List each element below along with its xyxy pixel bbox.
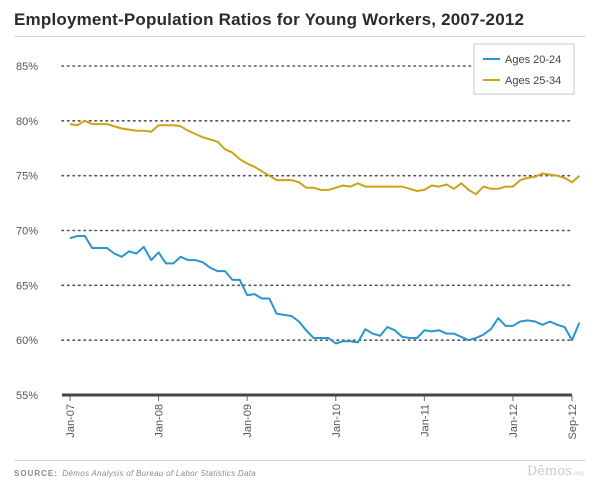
y-tick-label: 80%	[16, 116, 38, 128]
title-divider	[14, 36, 586, 37]
x-tick-label: Jan-07	[65, 404, 77, 438]
series-line	[69, 119, 581, 196]
gridlines	[61, 65, 573, 397]
y-tick-labels: 55% 60% 65% 70% 75% 80% 85%	[16, 61, 38, 402]
x-tick-label: Sep-12	[567, 404, 579, 439]
source-label: SOURCE:	[14, 469, 58, 478]
x-tick-labels: Jan-07 Jan-08 Jan-09 Jan-10 Jan-11 Jan-12 Sep-…	[65, 404, 579, 439]
chart-title: Employment-Population Ratios for Young W…	[14, 10, 525, 29]
series-line	[69, 235, 581, 345]
y-tick-label: 75%	[16, 171, 38, 183]
x-tick-label: Jan-11	[419, 404, 431, 437]
y-tick-label: 65%	[16, 280, 38, 292]
y-tick-label: 55%	[16, 390, 38, 402]
brand-logo: Dēmos.org	[527, 464, 584, 479]
footer-divider	[14, 460, 586, 461]
legend-label: Ages 20-24	[505, 54, 561, 66]
x-tick-label: Jan-12	[508, 404, 520, 438]
legend-label: Ages 25-34	[505, 75, 561, 87]
series-lines	[69, 119, 581, 345]
source-note: SOURCE: Dēmos Analysis of Bureau of Labo…	[14, 469, 256, 478]
x-tick-label: Jan-10	[331, 404, 343, 438]
brand-name: Dēmos	[526, 464, 572, 479]
x-tick-marks	[69, 396, 573, 401]
y-tick-label: 60%	[16, 335, 38, 347]
y-tick-label: 70%	[16, 226, 38, 238]
y-tick-label: 85%	[16, 61, 38, 73]
x-tick-label: Jan-09	[242, 404, 254, 438]
brand-suffix: .org	[571, 470, 584, 477]
source-text: Dēmos Analysis of Bureau of Labor Statis…	[62, 469, 257, 478]
line-chart: 55% 60% 65% 70% 75% 80% 85% Jan-07 Jan-08 Jan-09…	[16, 43, 581, 439]
legend: Ages 20-24 Ages 25-34	[473, 43, 575, 95]
x-tick-label: Jan-08	[154, 404, 166, 438]
legend-box	[473, 43, 575, 95]
